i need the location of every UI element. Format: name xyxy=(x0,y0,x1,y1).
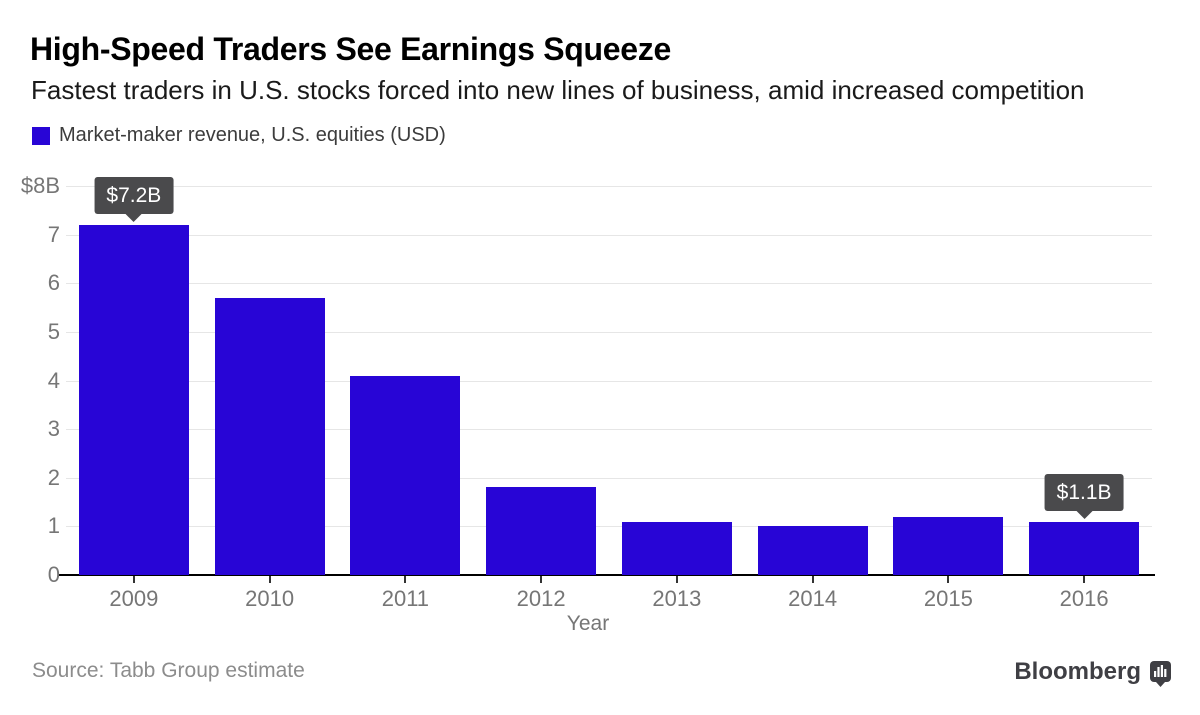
y-axis-tick-label: 4 xyxy=(47,367,60,393)
x-axis-tick xyxy=(811,576,814,583)
x-axis-tick-label: 2016 xyxy=(1059,586,1109,611)
x-axis-tick-label: 2009 xyxy=(109,586,159,611)
gridline xyxy=(66,526,1152,528)
x-axis-tick xyxy=(1083,576,1086,583)
y-axis-tick-label: $8B xyxy=(20,173,60,198)
callout-pointer-icon xyxy=(125,213,142,222)
bar-2010 xyxy=(214,297,325,575)
bar-2015 xyxy=(893,516,1004,575)
x-axis-tick xyxy=(675,576,678,583)
gridline xyxy=(66,234,1152,236)
x-axis-tick-label: 2013 xyxy=(652,586,702,611)
source-note: Source: Tabb Group estimate xyxy=(32,659,305,682)
y-axis-tick-label: 2 xyxy=(47,464,60,490)
y-axis-tick-label: 5 xyxy=(47,318,60,344)
y-axis-tick-label: 3 xyxy=(47,416,60,442)
x-axis-tick xyxy=(404,576,407,583)
x-axis-tick xyxy=(540,576,543,583)
bar-value-callout: $1.1B xyxy=(1044,473,1124,519)
bar-2013 xyxy=(621,521,732,575)
bloomberg-logo: Bloomberg xyxy=(1014,657,1172,687)
bar-2009 xyxy=(78,224,189,575)
callout-pointer-icon xyxy=(1076,510,1093,519)
gridline xyxy=(66,331,1152,333)
x-axis-tick xyxy=(947,576,950,583)
gridline xyxy=(66,283,1152,285)
y-axis-tick-label: 6 xyxy=(47,270,60,296)
bar-2012 xyxy=(486,487,597,575)
gridline xyxy=(66,380,1152,382)
bloomberg-chart-bubble-icon xyxy=(1150,661,1171,687)
y-axis-tick-label: 0 xyxy=(47,562,60,587)
x-axis-title: Year xyxy=(566,612,610,635)
chart-title: High-Speed Traders See Earnings Squeeze xyxy=(30,31,671,67)
x-axis-tick-label: 2014 xyxy=(788,586,838,611)
bar-2016 xyxy=(1029,521,1140,575)
x-axis-line xyxy=(58,574,1155,576)
chart-subtitle: Fastest traders in U.S. stocks forced in… xyxy=(31,75,1085,105)
bar-value-callout: $7.2B xyxy=(94,176,174,222)
bar-2014 xyxy=(757,526,868,575)
gridline xyxy=(66,186,1152,187)
x-axis-tick-label: 2015 xyxy=(923,586,973,611)
x-axis-tick xyxy=(268,576,271,583)
x-axis-tick xyxy=(132,576,135,583)
bar-2011 xyxy=(350,375,461,575)
legend: Market-maker revenue, U.S. equities (USD… xyxy=(32,124,446,147)
x-axis-tick-label: 2012 xyxy=(516,586,566,611)
bloomberg-wordmark: Bloomberg xyxy=(1014,658,1141,685)
x-axis-tick-label: 2011 xyxy=(381,586,430,611)
legend-swatch-icon xyxy=(32,126,50,145)
y-axis-tick-label: 7 xyxy=(47,221,60,247)
x-axis-tick-label: 2010 xyxy=(245,586,295,611)
legend-label: Market-maker revenue, U.S. equities (USD… xyxy=(59,124,446,146)
y-axis-tick-label: 1 xyxy=(47,513,60,539)
gridline xyxy=(66,477,1152,479)
gridline xyxy=(66,429,1152,431)
